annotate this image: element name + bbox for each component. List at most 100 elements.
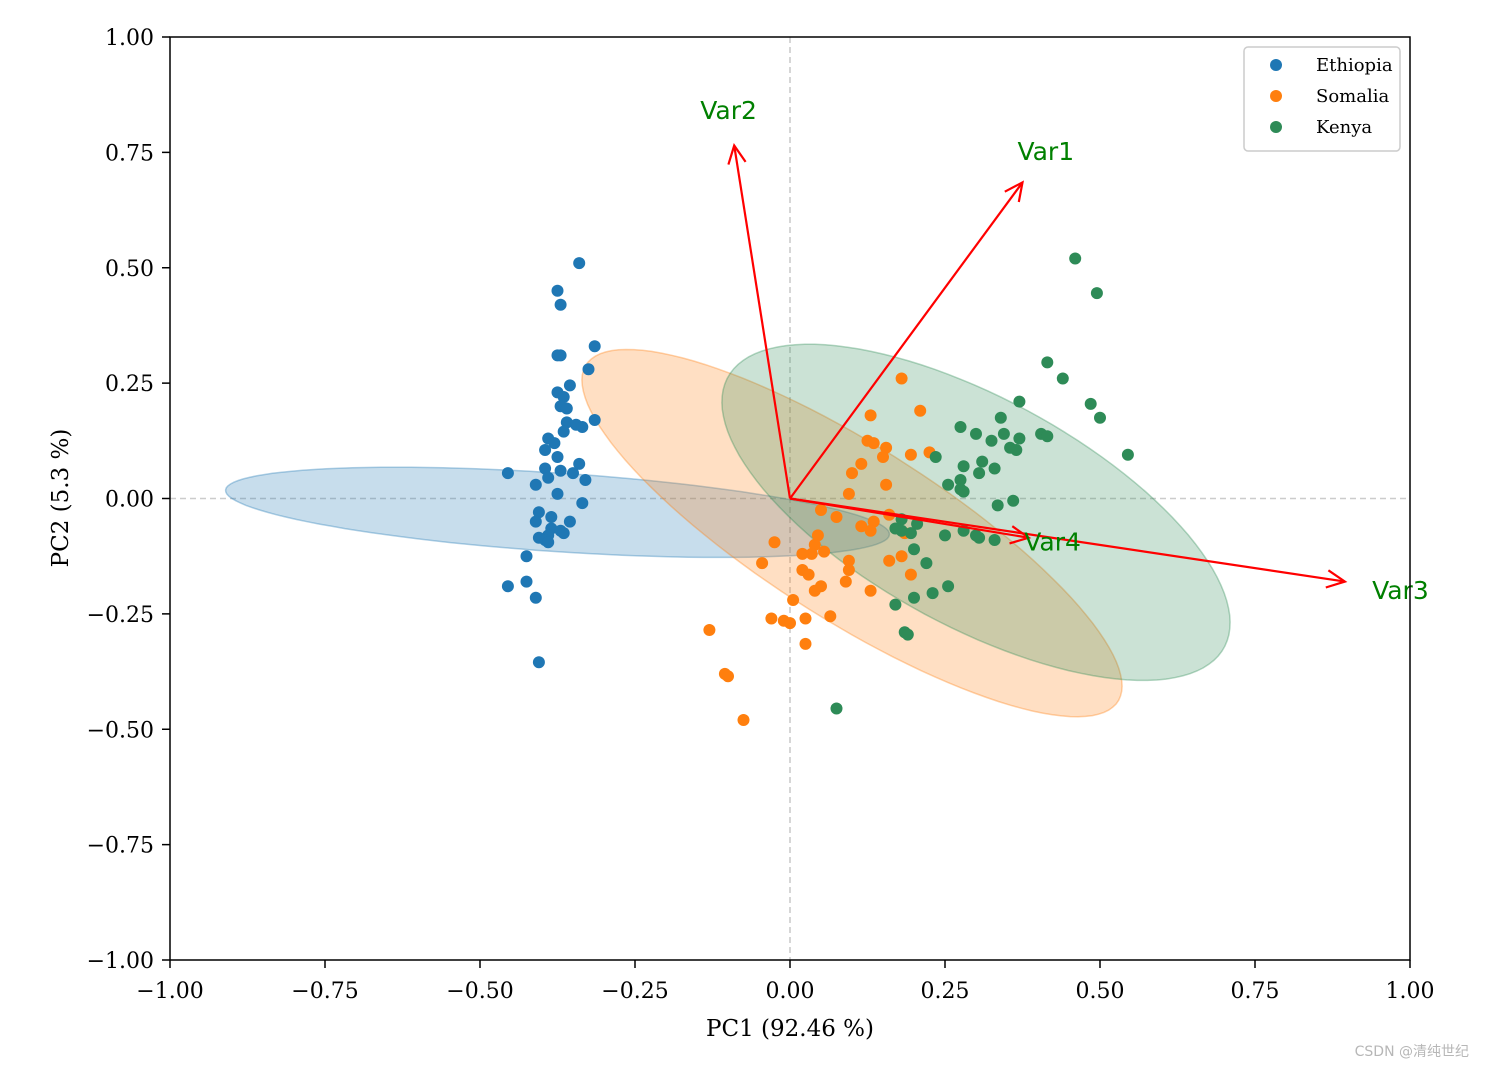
- data-point: [942, 478, 955, 491]
- y-tick-label: −0.75: [87, 834, 154, 859]
- legend: Ethiopia Somalia Kenya: [1243, 46, 1401, 152]
- data-point: [1010, 444, 1023, 456]
- legend-frame: [1243, 46, 1401, 152]
- data-point: [867, 515, 880, 528]
- data-point: [588, 340, 601, 353]
- series-ethiopia: [501, 257, 601, 669]
- scatter-points: [501, 252, 1134, 726]
- data-point: [973, 531, 986, 544]
- x-tick-label: 0.50: [1076, 979, 1125, 1004]
- data-point: [855, 457, 868, 470]
- x-axis-label: PC1 (92.46 %): [706, 1016, 874, 1042]
- data-point: [877, 451, 889, 463]
- data-point: [756, 557, 769, 570]
- loading-arrow-head: [1009, 525, 1032, 545]
- data-point: [501, 580, 514, 593]
- confidence-ellipses: [224, 343, 1231, 718]
- data-point: [554, 349, 567, 362]
- data-point: [904, 568, 917, 581]
- data-point: [880, 441, 893, 454]
- loading-var1: Var1: [789, 137, 1074, 500]
- y-tick-label: −0.50: [87, 718, 154, 743]
- data-point: [920, 557, 933, 570]
- data-point: [830, 511, 843, 523]
- legend-marker-kenya: [1270, 121, 1282, 133]
- data-point: [787, 594, 800, 606]
- data-point: [579, 474, 592, 486]
- y-axis-label: PC2 (5.3 %): [48, 429, 74, 568]
- loading-label: Var1: [1017, 137, 1074, 166]
- data-point: [973, 467, 986, 480]
- legend-marker-ethiopia: [1270, 59, 1282, 71]
- data-point: [895, 372, 908, 385]
- loading-vectors: Var1 Var2 Var3 Var4: [700, 96, 1428, 605]
- data-point: [994, 411, 1007, 424]
- data-point: [560, 416, 573, 429]
- data-point: [808, 584, 821, 597]
- data-point: [551, 284, 564, 297]
- y-tick-label: −1.00: [87, 949, 154, 974]
- data-point: [539, 462, 552, 475]
- data-point: [1013, 432, 1026, 445]
- data-point: [954, 421, 967, 433]
- data-point: [811, 529, 824, 542]
- data-point: [805, 547, 818, 560]
- y-tick-label: 1.00: [105, 26, 154, 51]
- data-point: [914, 404, 927, 417]
- data-point: [532, 506, 545, 519]
- data-point: [582, 363, 595, 376]
- data-point: [895, 550, 908, 563]
- data-point: [560, 402, 573, 415]
- data-point: [703, 624, 716, 636]
- legend-label-ethiopia: Ethiopia: [1316, 55, 1393, 76]
- data-point: [563, 515, 576, 528]
- x-tick-label: −0.75: [291, 979, 358, 1004]
- loading-arrow-head: [727, 143, 747, 165]
- data-point: [889, 598, 902, 611]
- data-point: [842, 554, 855, 567]
- data-point: [855, 520, 868, 533]
- data-point: [542, 471, 555, 484]
- data-point: [737, 714, 750, 726]
- data-point: [1056, 372, 1069, 385]
- loading-arrow-shaft: [789, 497, 1346, 583]
- data-point: [1084, 397, 1097, 410]
- data-point: [796, 547, 809, 560]
- data-point: [954, 474, 967, 486]
- data-point: [957, 460, 970, 473]
- data-point: [904, 448, 917, 461]
- watermark: CSDN @清纯世纪: [1354, 1044, 1469, 1060]
- data-point: [880, 478, 893, 491]
- data-point: [542, 536, 555, 549]
- loading-arrow-shaft: [789, 181, 1024, 500]
- data-point: [842, 564, 855, 576]
- loading-var4: Var4: [789, 497, 1081, 557]
- data-point: [784, 617, 796, 630]
- data-point: [520, 575, 533, 588]
- series-kenya: [830, 252, 1134, 715]
- data-point: [573, 257, 586, 270]
- data-point: [1090, 287, 1103, 300]
- loading-var3: Var3: [789, 497, 1429, 605]
- data-point: [557, 425, 570, 438]
- data-point: [942, 580, 955, 593]
- data-point: [1007, 494, 1020, 507]
- ellipse-kenya: [721, 343, 1231, 682]
- y-axis-ticks: −1.00 −0.75 −0.50 −0.25 0.00 0.25 0.50 0.75 1.00: [87, 26, 170, 974]
- data-point: [1041, 356, 1054, 369]
- data-point: [985, 434, 998, 447]
- loading-var2: Var2: [700, 96, 792, 499]
- y-tick-label: 0.75: [105, 141, 154, 166]
- y-tick-label: 0.50: [105, 257, 154, 282]
- data-point: [988, 534, 1001, 546]
- data-point: [520, 550, 533, 563]
- data-point: [576, 421, 589, 433]
- y-tick-label: −0.25: [87, 603, 154, 628]
- data-point: [824, 610, 837, 623]
- data-point: [970, 427, 982, 440]
- x-tick-label: 0.75: [1231, 979, 1280, 1004]
- data-point: [864, 409, 877, 422]
- data-point: [722, 670, 734, 683]
- x-tick-label: −0.25: [601, 979, 668, 1004]
